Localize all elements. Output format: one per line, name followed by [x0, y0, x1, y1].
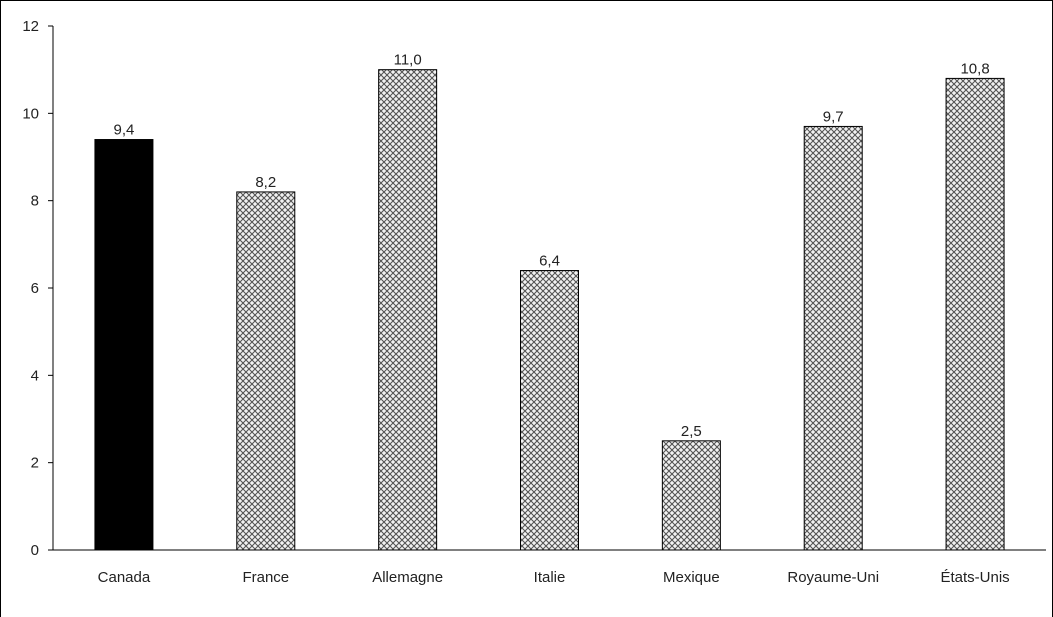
- y-tick-label: 12: [22, 18, 39, 35]
- category-label: Allemagne: [372, 569, 443, 586]
- data-label: 9,4: [113, 122, 134, 139]
- bar-0: [94, 139, 154, 551]
- y-tick-label: 4: [31, 367, 39, 384]
- category-label: Mexique: [663, 569, 720, 586]
- y-tick-label: 6: [31, 280, 39, 297]
- bar-2: [378, 69, 438, 551]
- bar-5: [803, 125, 863, 551]
- labels: 9,4 Canada 8,2 France 11,0 Allemagne 6,4 Italie…: [98, 52, 1010, 586]
- bar-1: [236, 191, 296, 551]
- y-axis-ticks: 0 2 4 6 8 10 12: [22, 18, 53, 559]
- data-label: 10,8: [960, 60, 989, 77]
- data-label: 2,5: [681, 423, 702, 440]
- data-label: 11,0: [394, 52, 422, 69]
- bar-3: [520, 270, 579, 551]
- axes: [52, 26, 1046, 551]
- bars: [94, 69, 1005, 551]
- bar-4: [661, 440, 721, 551]
- y-tick-label: 0: [31, 542, 39, 559]
- data-label: 9,7: [823, 108, 844, 125]
- category-label: Canada: [98, 569, 151, 586]
- category-label: Italie: [534, 569, 566, 586]
- bar-6: [945, 77, 1005, 551]
- y-tick-label: 2: [31, 455, 39, 472]
- data-label: 8,2: [255, 174, 276, 191]
- category-label: France: [242, 569, 289, 586]
- y-tick-label: 10: [22, 105, 39, 122]
- data-label: 6,4: [539, 253, 560, 270]
- category-label: Royaume-Uni: [787, 569, 879, 586]
- y-tick-label: 8: [31, 193, 39, 210]
- category-label: États-Unis: [940, 569, 1009, 586]
